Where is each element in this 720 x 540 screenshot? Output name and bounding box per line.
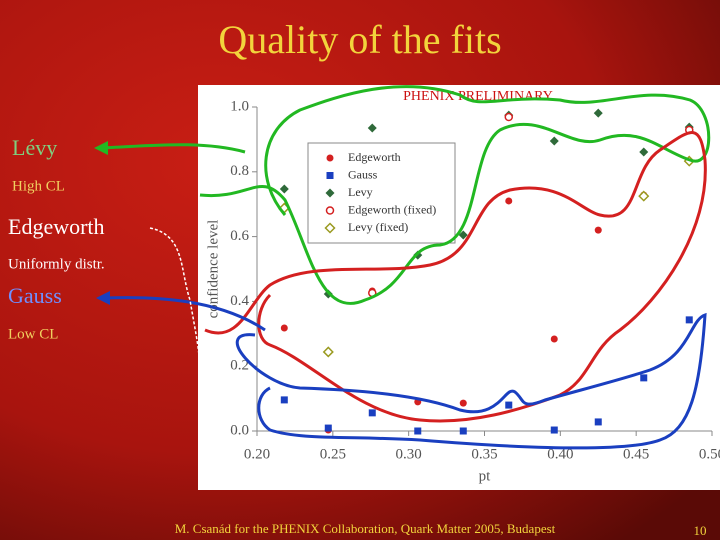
legend-label: Gauss (348, 167, 378, 181)
legend-label: Levy (348, 185, 373, 199)
x-tick-label: 0.35 (471, 446, 497, 462)
point (593, 108, 603, 118)
slide-title: Quality of the fits (218, 17, 501, 62)
point (550, 335, 558, 343)
point (594, 418, 602, 426)
point (550, 426, 558, 434)
y-tick-label: 1.0 (230, 98, 249, 114)
legend-marker (326, 172, 334, 179)
point (367, 123, 377, 133)
side-label: High CL (12, 178, 65, 194)
point (322, 346, 334, 358)
point (458, 230, 468, 240)
x-tick-label: 0.40 (547, 446, 573, 462)
mid-cl-loop (204, 131, 707, 423)
x-axis-label: pt (479, 468, 492, 484)
arrow-edgeworth (149, 227, 201, 376)
point (549, 136, 559, 146)
y-tick-label: 0.8 (230, 163, 249, 179)
point (639, 147, 649, 157)
y-tick-label: 0.6 (230, 228, 249, 244)
side-label: Lévy (12, 135, 57, 160)
point (459, 399, 467, 407)
point (280, 396, 288, 404)
point (640, 374, 648, 382)
arrow-levy (99, 143, 246, 154)
x-tick-label: 0.30 (396, 446, 422, 462)
x-tick-label: 0.25 (320, 446, 346, 462)
plot-panel (198, 85, 720, 490)
y-tick-label: 0.4 (230, 293, 249, 309)
y-tick-label: 0.2 (230, 358, 249, 374)
arrowhead (96, 291, 110, 305)
side-label: Low CL (8, 326, 58, 342)
y-axis-label: confidence level (205, 220, 221, 319)
point (324, 424, 332, 432)
legend-marker (326, 154, 334, 162)
point (638, 190, 650, 202)
point (505, 197, 513, 205)
legend-label: Levy (fixed) (348, 220, 408, 234)
y-tick-label: 0.0 (230, 422, 249, 438)
legend-marker (325, 206, 335, 215)
arrow-gauss (103, 296, 266, 332)
low-cl-loop (235, 312, 707, 450)
x-tick-label: 0.50 (699, 446, 720, 462)
point (504, 112, 514, 122)
side-label: Gauss (8, 283, 62, 308)
legend-marker (325, 188, 335, 198)
point (685, 316, 693, 324)
legend-marker (324, 222, 336, 234)
side-label: Edgeworth (8, 214, 105, 239)
point (279, 184, 289, 194)
point (368, 409, 376, 417)
arrowhead (94, 141, 108, 155)
x-tick-label: 0.45 (623, 446, 649, 462)
point (505, 401, 513, 409)
side-label: Uniformly distr. (8, 256, 105, 272)
footer: M. Csanád for the PHENIX Collaboration, … (175, 521, 556, 536)
plot: 0.0 0.2 0.4 0.6 0.8 1.0 0.20 0.25 0.30 0.35 0.40 0.… (205, 89, 720, 484)
point (414, 427, 422, 435)
high-cl-loop (199, 85, 711, 305)
page-number: 10 (694, 523, 707, 538)
point (280, 324, 288, 332)
x-tick-label: 0.20 (244, 446, 270, 462)
point (594, 226, 602, 234)
legend-label: Edgeworth (348, 150, 401, 164)
point (459, 427, 467, 435)
legend-label: Edgeworth (fixed) (348, 202, 436, 216)
